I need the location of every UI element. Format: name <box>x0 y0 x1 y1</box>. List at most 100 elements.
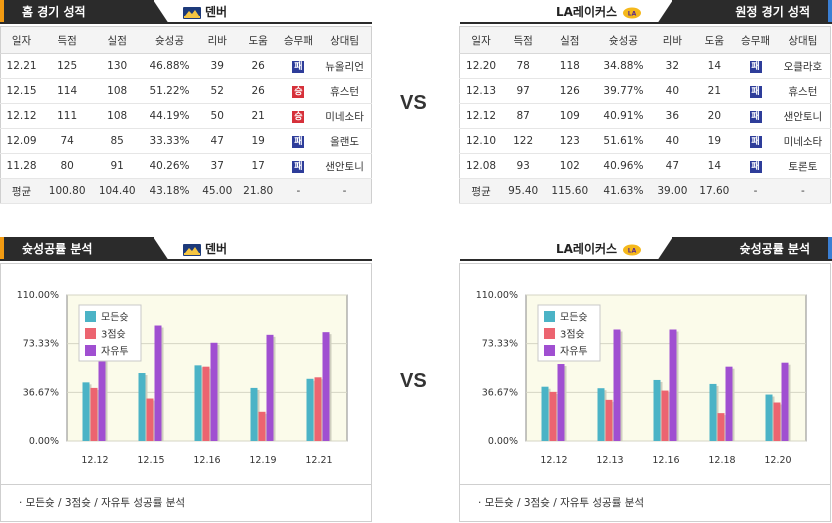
avg-vs: - <box>775 178 831 204</box>
cell-ast: 20 <box>693 103 736 129</box>
cell-fg: 39.77% <box>595 78 652 104</box>
home-chart-team-name: 덴버 <box>205 242 228 256</box>
cell-ast: 14 <box>693 53 736 79</box>
home-chart-title: 슛성공률 분석 <box>4 237 154 261</box>
column-header: 도움 <box>237 26 279 54</box>
avg-pts: 100.80 <box>42 178 93 204</box>
away-table-header: 일자 득점 실점 슛성공 리바 도움 승무패 상대팀 <box>459 26 831 54</box>
away-chart-header: LA레이커스 LA 슛성공률 분석 <box>460 237 832 261</box>
cell-ast: 19 <box>237 128 279 154</box>
bar-ft <box>669 329 677 441</box>
vs-label-bottom: VS <box>400 370 427 392</box>
home-chart-header: 슛성공률 분석 덴버 <box>0 237 372 261</box>
avg-fg: 41.63% <box>595 178 652 204</box>
y-tick-label: 110.00% <box>17 290 59 301</box>
away-chart-note: · 모든슛 / 3점슛 / 자유투 성공률 분석 <box>459 484 831 522</box>
home-accent <box>0 0 4 24</box>
legend-label: 자유투 <box>560 346 588 358</box>
home-chart-box: 110.00% 73.33% 36.67% 0.00% 12.12 12.15 12.16 1… <box>0 263 372 486</box>
x-tick-label: 12.18 <box>708 455 735 466</box>
avg-opp: 115.60 <box>544 178 596 204</box>
bar-fg <box>597 388 605 441</box>
bar-fg <box>194 365 202 441</box>
result-badge: 패 <box>292 160 305 173</box>
result-badge: 패 <box>292 135 305 148</box>
legend-swatch <box>544 345 555 356</box>
legend-swatch <box>544 311 555 322</box>
cell-pts: 78 <box>502 53 545 79</box>
avg-result: - <box>278 178 319 204</box>
away-chart-team: LA레이커스 LA <box>556 237 643 261</box>
bar-three <box>549 391 557 441</box>
cell-date: 12.15 <box>0 78 43 104</box>
away-chart-line <box>460 259 832 261</box>
x-tick-label: 12.12 <box>540 455 567 466</box>
column-header: 일자 <box>0 26 43 54</box>
home-stats-table: 일자 득점 실점 슛성공 리바 도움 승무패 상대팀 12.21 125 130 46.88% 39 2… <box>0 26 372 204</box>
column-header: 상대팀 <box>318 26 372 54</box>
cell-opp: 108 <box>92 103 143 129</box>
result-badge: 패 <box>749 110 762 123</box>
away-chart-team-name: LA레이커스 <box>556 242 618 256</box>
nuggets-logo-icon <box>183 6 201 19</box>
cell-ast: 19 <box>693 128 736 154</box>
bar-fg <box>82 382 90 441</box>
cell-vs: 휴스턴 <box>318 78 372 104</box>
result-badge-cell: 패 <box>278 153 319 179</box>
bar-fg <box>306 378 314 441</box>
bar-three <box>773 402 781 441</box>
cell-opp: 108 <box>92 78 143 104</box>
cell-fg: 51.61% <box>595 128 652 154</box>
bar-fg <box>709 383 717 441</box>
away-header-line <box>460 22 832 24</box>
cell-reb: 36 <box>651 103 694 129</box>
cell-vs: 미네소타 <box>775 128 831 154</box>
column-header: 슛성공 <box>595 26 652 54</box>
avg-vs: - <box>318 178 372 204</box>
svg-text:LA: LA <box>628 247 637 254</box>
cell-reb: 47 <box>196 128 238 154</box>
x-tick-label: 12.19 <box>249 455 276 466</box>
bar-fg <box>250 387 258 441</box>
nuggets-logo-icon <box>183 243 201 256</box>
column-header: 승무패 <box>735 26 776 54</box>
x-tick-label: 12.13 <box>596 455 623 466</box>
cell-pts: 87 <box>502 103 545 129</box>
cell-fg: 44.19% <box>142 103 197 129</box>
result-badge: 승 <box>292 85 305 98</box>
x-tick-label: 12.15 <box>137 455 164 466</box>
average-row: 평균 95.40 115.60 41.63% 39.00 17.60- - <box>459 178 831 204</box>
away-stats-table: 일자 득점 실점 슛성공 리바 도움 승무패 상대팀 12.20 78 118 34.88% 32 14… <box>459 26 831 204</box>
cell-pts: 122 <box>502 128 545 154</box>
home-header-line <box>0 22 372 24</box>
legend-label: 자유투 <box>101 346 129 358</box>
x-tick-label: 12.16 <box>193 455 220 466</box>
table-row: 12.09 74 85 33.33% 47 19 패 올랜도 <box>0 128 372 154</box>
column-header: 도움 <box>693 26 736 54</box>
cell-date: 11.28 <box>0 153 43 179</box>
x-tick-label: 12.16 <box>652 455 679 466</box>
bar-ft <box>557 364 565 441</box>
bar-three <box>661 390 669 441</box>
cell-opp: 85 <box>92 128 143 154</box>
bar-ft <box>322 332 330 441</box>
avg-label: 평균 <box>0 178 43 204</box>
table-row: 11.28 80 91 40.26% 37 17 패 샌안토니 <box>0 153 372 179</box>
away-chart-slant <box>657 237 673 261</box>
x-tick-label: 12.12 <box>81 455 108 466</box>
result-badge-cell: 패 <box>735 103 776 129</box>
bar-three <box>717 413 725 441</box>
cell-date: 12.10 <box>459 128 503 154</box>
home-chart-team: 덴버 <box>183 237 227 261</box>
cell-opp: 102 <box>544 153 596 179</box>
cell-reb: 40 <box>651 128 694 154</box>
away-header-title: 원정 경기 성적 <box>672 0 828 24</box>
y-tick-label: 73.33% <box>23 339 59 350</box>
cell-opp: 123 <box>544 128 596 154</box>
cell-ast: 26 <box>237 78 279 104</box>
home-table-header: 일자 득점 실점 슛성공 리바 도움 승무패 상대팀 <box>0 26 372 54</box>
column-header: 승무패 <box>278 26 319 54</box>
home-chart-line <box>0 259 372 261</box>
home-header-slant <box>153 0 169 24</box>
cell-pts: 97 <box>502 78 545 104</box>
